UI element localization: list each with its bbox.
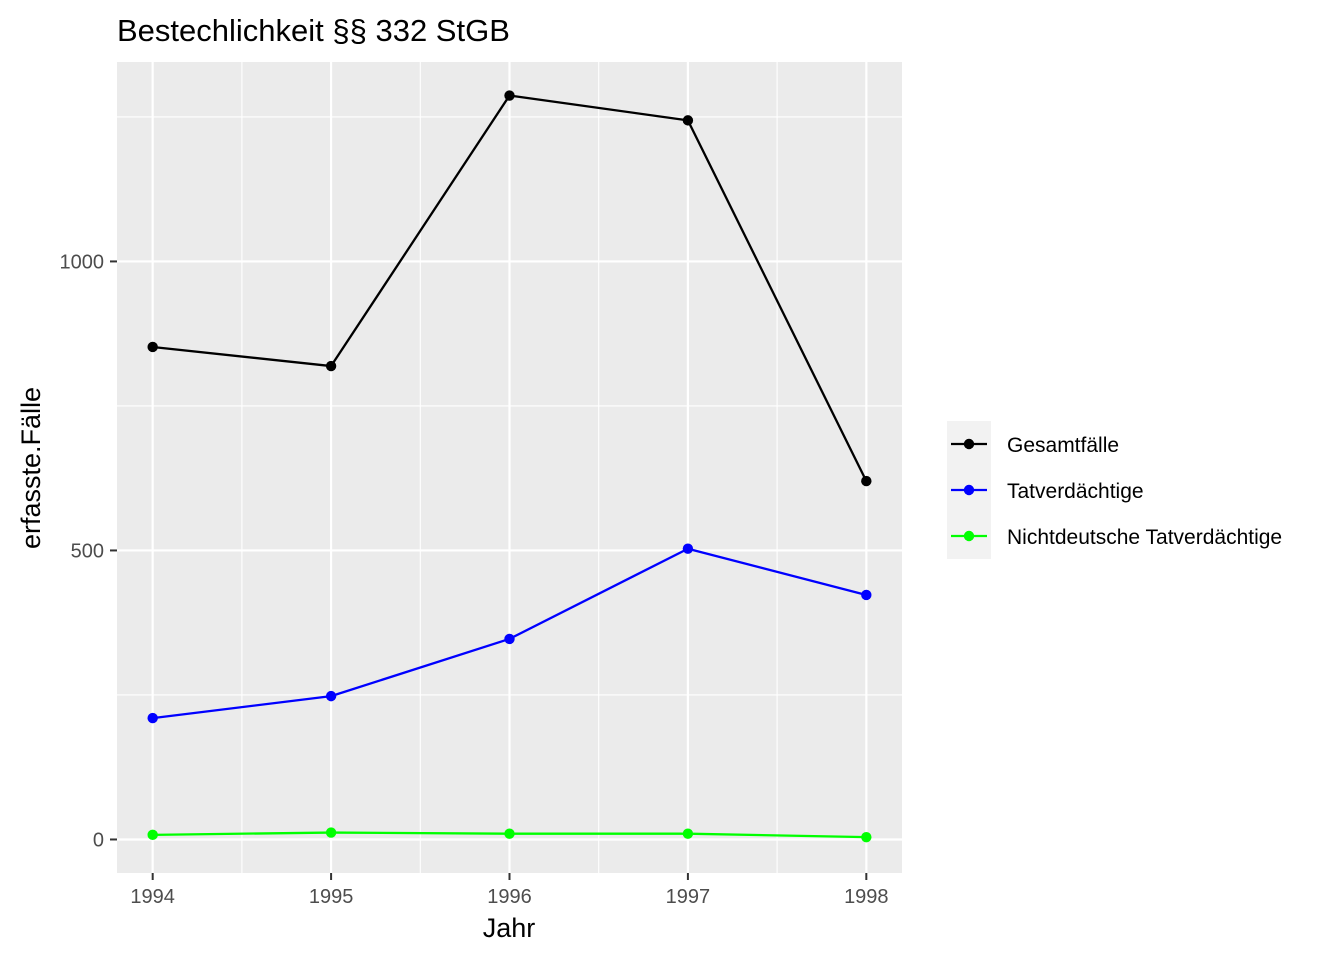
data-point-tatverd-chtige	[147, 712, 158, 724]
legend-key-point	[963, 530, 975, 542]
series-layer	[147, 90, 872, 843]
data-point-tatverd-chtige	[325, 690, 337, 702]
x-tick-label: 1997	[666, 886, 711, 908]
legend-label: Gesamtfälle	[1007, 434, 1119, 457]
chart-title: Bestechlichkeit §§ 332 StGB	[117, 13, 510, 48]
x-tick-label: 1996	[487, 886, 532, 908]
y-axis-title: erfasste.Fälle	[16, 387, 46, 549]
x-tick-label: 1994	[130, 886, 175, 908]
data-point-nichtdeutsche-tatverd-chtige	[861, 831, 872, 843]
legend-label: Nichtdeutsche Tatverdächtige	[1007, 526, 1282, 549]
data-point-nichtdeutsche-tatverd-chtige	[682, 828, 694, 839]
data-point-tatverd-chtige	[504, 633, 515, 645]
x-axis: 1994 1995 1996 1997 1998	[130, 873, 889, 908]
legend-key-point	[963, 438, 975, 450]
y-tick-label: 500	[71, 540, 104, 562]
data-point-gesamtf-lle	[682, 115, 694, 126]
y-tick-label: 1000	[60, 251, 105, 273]
data-point-gesamtf-lle	[861, 475, 872, 487]
data-point-gesamtf-lle	[325, 360, 337, 372]
data-point-tatverd-chtige	[682, 543, 694, 554]
data-point-gesamtf-lle	[504, 90, 515, 101]
legend: Gesamtfälle Tatverdächtige Nichtdeutsche T…	[947, 421, 1282, 559]
data-point-nichtdeutsche-tatverd-chtige	[504, 828, 515, 839]
data-point-tatverd-chtige	[861, 589, 872, 601]
x-axis-title: Jahr	[483, 913, 536, 943]
y-axis: 0 500 1000	[60, 251, 117, 851]
legend-label: Tatverdächtige	[1007, 480, 1144, 503]
major-grid	[117, 62, 902, 873]
data-point-nichtdeutsche-tatverd-chtige	[325, 827, 337, 838]
data-point-nichtdeutsche-tatverd-chtige	[147, 829, 158, 841]
y-tick-label: 0	[93, 829, 104, 851]
data-point-gesamtf-lle	[147, 341, 158, 353]
x-tick-label: 1998	[844, 886, 889, 908]
x-tick-label: 1995	[309, 886, 354, 908]
legend-key-point	[963, 484, 975, 496]
